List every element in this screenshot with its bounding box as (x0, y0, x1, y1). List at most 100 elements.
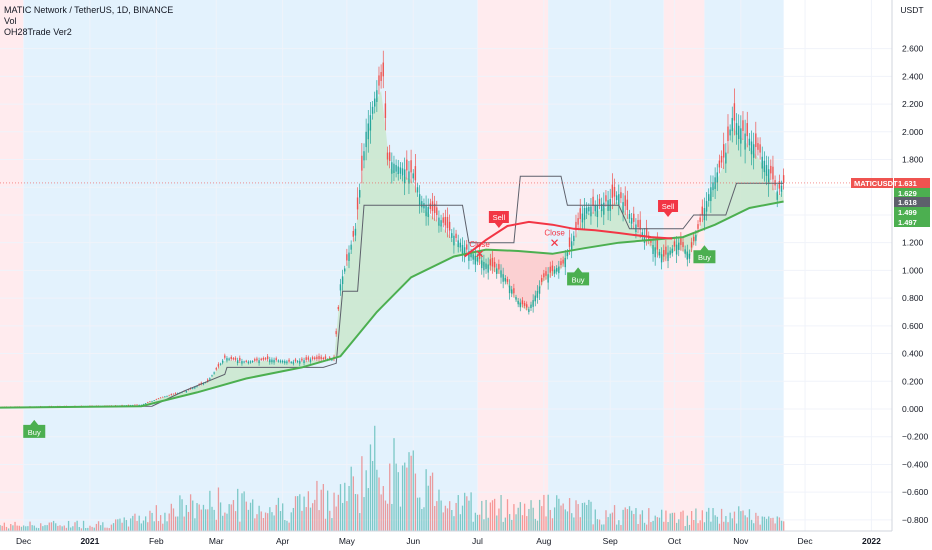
candle-body (448, 221, 451, 231)
volume-bar (121, 522, 123, 531)
volume-bar (50, 522, 53, 531)
candle-body (712, 182, 714, 191)
volume-bar (159, 515, 162, 531)
candle-body (303, 360, 305, 364)
volume-bar (699, 520, 701, 531)
candle-body (521, 300, 524, 305)
buy-signal[interactable]: Buy (567, 267, 590, 286)
candle-body (408, 171, 410, 184)
volume-bar (104, 527, 106, 531)
candle-body (185, 390, 187, 393)
volume-bar (316, 480, 318, 531)
volume-bar (10, 524, 12, 531)
candle-body (733, 103, 736, 121)
buy-signal[interactable]: Buy (693, 245, 716, 264)
volume-bar (185, 505, 187, 531)
volume-bar (761, 516, 763, 531)
candle-body (215, 368, 217, 370)
candle-body (311, 357, 314, 360)
trend-zone-bear (663, 0, 705, 531)
volume-bar (401, 465, 404, 531)
volume-bar (650, 522, 652, 531)
volume-bar (309, 507, 312, 531)
close-marker-icon (551, 239, 558, 247)
volume-bar (496, 515, 498, 531)
candle-body (688, 253, 691, 259)
volume-bar (493, 498, 496, 531)
candle-body (436, 207, 438, 215)
candle-body (316, 356, 318, 360)
candle-body (703, 208, 706, 221)
volume-bar (123, 517, 125, 531)
volume-bar (140, 523, 143, 531)
ma1-price-value: 1.499 (898, 208, 917, 217)
volume-bar (97, 521, 100, 531)
volume-bar (249, 502, 252, 531)
candle-body (425, 205, 427, 217)
candle-body (598, 198, 601, 205)
volume-bar (765, 518, 768, 531)
candle-body (761, 156, 763, 169)
buy-signal-badge (23, 419, 46, 438)
volume-bar (697, 523, 699, 531)
candle-body (639, 219, 641, 230)
buy-signal-label: Buy (572, 275, 585, 284)
buy-signal[interactable]: Buy (23, 419, 46, 438)
sell-signal[interactable]: Sell (658, 199, 679, 217)
candle-body (245, 360, 247, 362)
candle-body (286, 361, 288, 364)
volume-bar (438, 489, 440, 531)
volume-bar (616, 524, 618, 531)
volume-bar (523, 503, 526, 531)
volume-bar (684, 526, 686, 531)
volume-bar (106, 527, 108, 531)
buy-signal-badge (693, 245, 716, 264)
candle-body (729, 129, 731, 136)
candle-body (266, 356, 269, 360)
volume-bar (444, 505, 447, 531)
candle-body (508, 285, 511, 294)
volume-bar (164, 512, 166, 531)
volume-bar (65, 527, 68, 531)
volume-bar (686, 515, 688, 531)
candle-body (258, 360, 260, 364)
volume-bar (436, 501, 438, 531)
currency-label: USDT (900, 5, 923, 15)
volume-bar (213, 509, 215, 531)
volume-bar (264, 512, 267, 531)
candle-body (658, 251, 661, 256)
y-tick-label: 0.400 (902, 349, 924, 359)
candle-body (307, 357, 310, 360)
volume-bar (566, 511, 569, 531)
candle-body (699, 217, 701, 222)
volume-bar (252, 499, 254, 531)
candle-body (511, 289, 513, 294)
volume-bar (85, 528, 87, 531)
volume-bar (324, 518, 327, 531)
volume-bar (581, 502, 584, 531)
candle-body (299, 360, 301, 364)
volume-bar (470, 492, 472, 531)
volume-bar (562, 503, 564, 531)
volume-bar (688, 524, 691, 531)
candle-body (555, 268, 558, 272)
volume-bar (412, 450, 414, 531)
volume-bar (132, 515, 134, 531)
volume-bar (757, 515, 759, 531)
volume-bar (108, 528, 110, 531)
volume-bar (583, 502, 586, 531)
candle-body (673, 241, 676, 247)
candle-body (296, 361, 299, 363)
volume-bar (82, 520, 85, 531)
candle-body (149, 401, 151, 403)
volume-bar (395, 463, 397, 531)
candle-body (735, 123, 738, 135)
candle-body (279, 360, 282, 363)
candle-body (737, 125, 740, 140)
volume-bar (367, 488, 369, 531)
candle-body (230, 356, 232, 359)
candle-body (380, 72, 382, 81)
volume-bar (61, 526, 63, 531)
sell-signal[interactable]: Sell (488, 211, 509, 229)
